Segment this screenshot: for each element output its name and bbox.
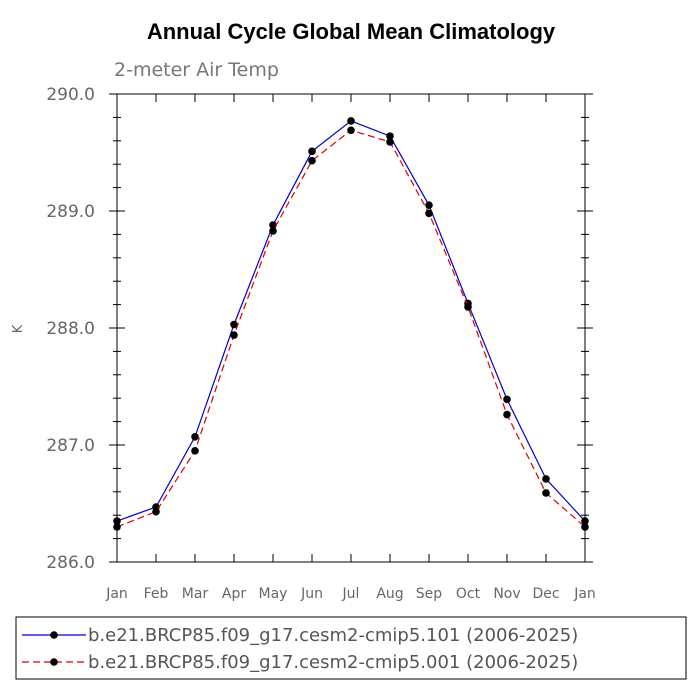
legend-label-2: b.e21.BRCP85.f09_g17.cesm2-cmip5.001 (20… xyxy=(88,652,578,673)
x-tick-label: Jul xyxy=(342,586,360,602)
series-1-point xyxy=(386,132,394,140)
series-2-point xyxy=(347,126,355,135)
x-tick-label: Sep xyxy=(416,586,443,602)
series-2-point xyxy=(191,447,199,455)
series-1-point xyxy=(425,201,433,209)
legend-marker-1 xyxy=(50,631,58,639)
legend-label-1: b.e21.BRCP85.f09_g17.cesm2-cmip5.101 (20… xyxy=(88,625,578,646)
series-2-point xyxy=(269,227,277,235)
series-2-point xyxy=(542,489,550,497)
series-1-point xyxy=(308,147,316,156)
series-line-2 xyxy=(116,129,586,528)
x-tick-label: Nov xyxy=(493,586,520,602)
series-2-point xyxy=(464,303,472,311)
series-2-point xyxy=(425,209,433,218)
series-2-point xyxy=(581,523,589,531)
x-tick-label: Dec xyxy=(532,586,559,602)
legend-marker-2 xyxy=(50,658,58,666)
series-1-point xyxy=(542,475,550,483)
plot-frame xyxy=(116,93,586,563)
x-tick-label: Feb xyxy=(144,586,169,602)
series-2-point xyxy=(152,507,160,516)
series-1-point xyxy=(269,221,277,229)
x-tick-label: Jan xyxy=(573,586,596,602)
series-2-point xyxy=(113,523,121,531)
plot-axes: Jan Feb Mar Apr May Jun Jul Aug Sep Oct Nov Dec Jan 2… xyxy=(46,85,595,602)
series-2-point xyxy=(503,410,511,419)
series-1-point xyxy=(113,517,121,525)
y-tick-label: 287.0 xyxy=(46,436,95,456)
series-1-point xyxy=(581,517,589,525)
y-tick-label: 290.0 xyxy=(46,85,95,105)
x-tick-label: May xyxy=(259,586,288,602)
legend: b.e21.BRCP85.f09_g17.cesm2-cmip5.101 (20… xyxy=(22,625,578,673)
series-1-point xyxy=(347,117,355,125)
series-2-point xyxy=(308,156,316,165)
y-tick-label: 289.0 xyxy=(46,202,95,222)
y-tick-label: 288.0 xyxy=(46,319,95,339)
x-tick-label: Jun xyxy=(300,586,323,602)
y-tick-label: 286.0 xyxy=(46,553,95,573)
x-tick-label: Apr xyxy=(222,586,246,602)
plot-marks xyxy=(113,117,589,531)
series-1-point xyxy=(230,320,238,329)
y-axis-label: K xyxy=(11,324,26,333)
series-line-1 xyxy=(116,120,586,522)
x-tick-label: Oct xyxy=(456,586,481,602)
chart-title: Annual Cycle Global Mean Climatology xyxy=(147,19,556,44)
series-2-point xyxy=(230,331,238,339)
chart-subtitle: 2-meter Air Temp xyxy=(114,59,279,81)
legend-box xyxy=(15,616,687,680)
x-tick-label: Jan xyxy=(105,586,128,602)
x-tick-label: Mar xyxy=(182,586,209,602)
series-1-point xyxy=(191,433,199,441)
series-2-point xyxy=(386,138,394,146)
series-1-point xyxy=(503,395,511,404)
x-tick-label: Aug xyxy=(376,586,403,602)
